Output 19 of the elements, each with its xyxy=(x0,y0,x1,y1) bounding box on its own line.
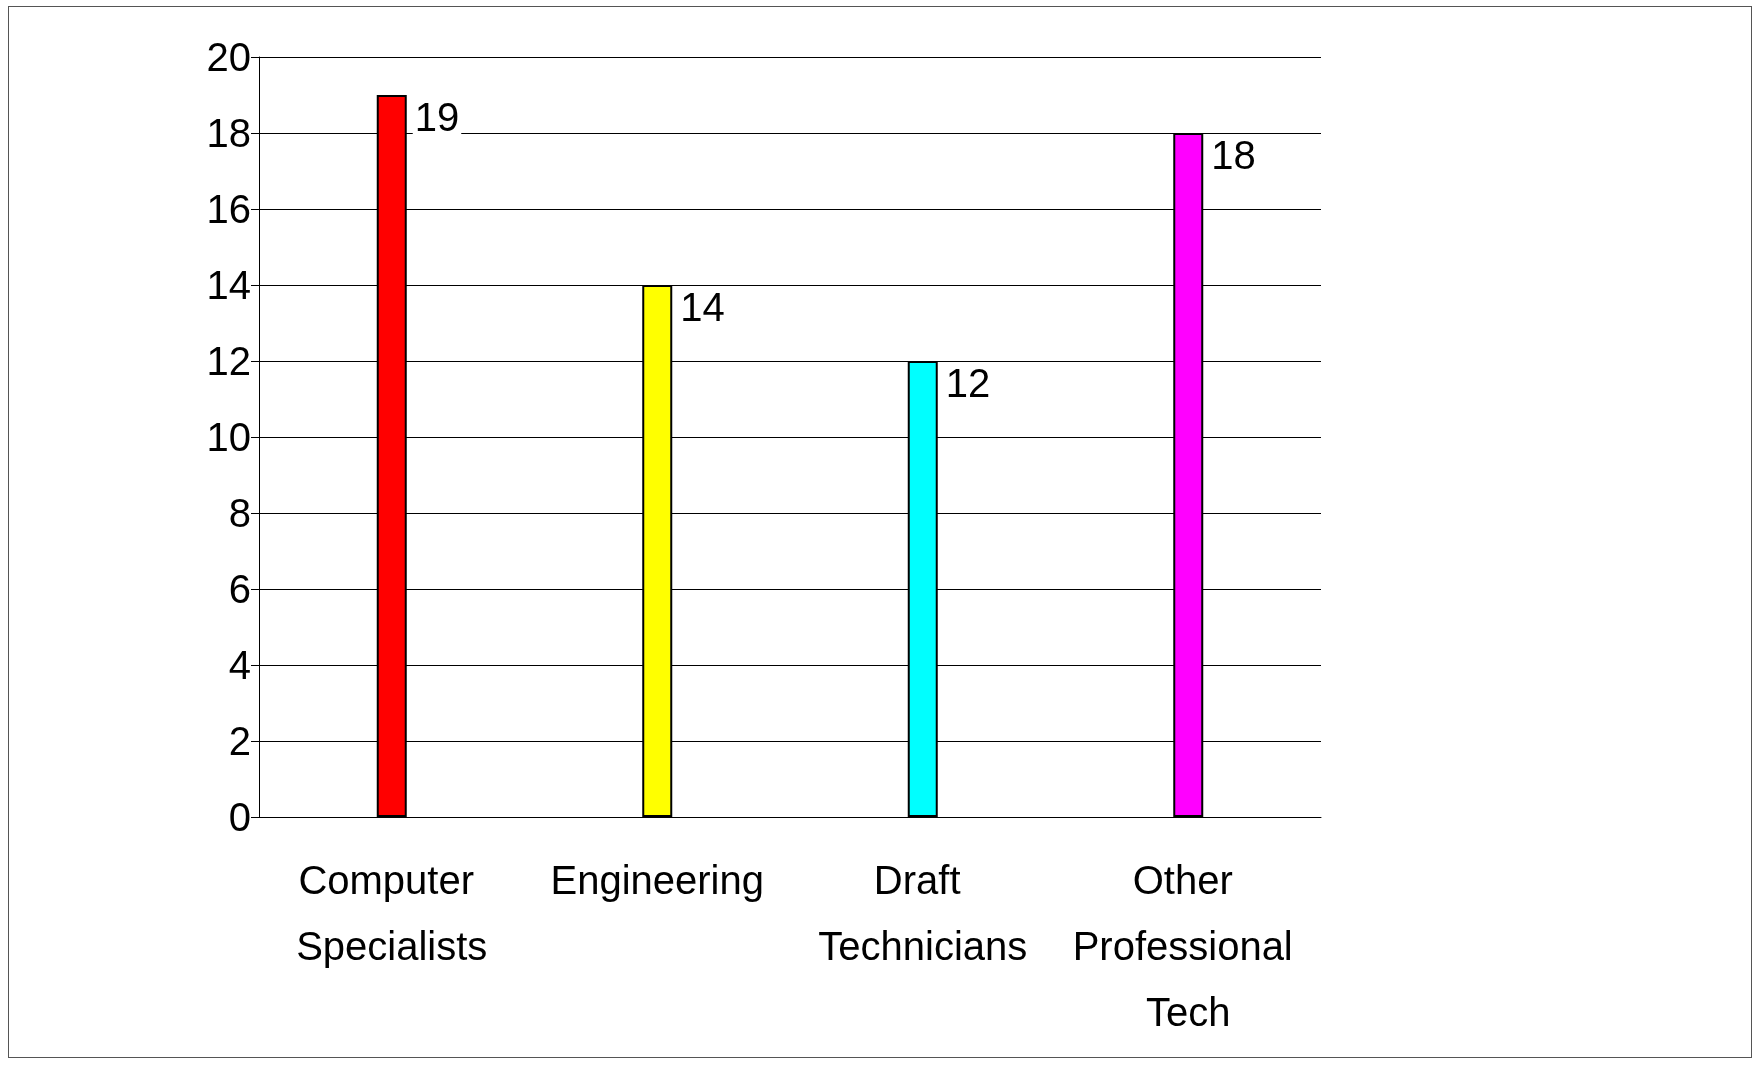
data-label: 19 xyxy=(414,95,460,139)
y-tick-label: 4 xyxy=(228,643,251,687)
x-tick-label: Other Professional Tech xyxy=(1072,858,1304,1034)
y-tick-label: 20 xyxy=(206,35,251,79)
y-tick-label: 16 xyxy=(206,187,251,231)
x-tick-label: Draft Technicians xyxy=(818,858,1028,968)
data-label: 18 xyxy=(1211,133,1256,177)
y-tick-label: 10 xyxy=(206,415,251,459)
data-label: 14 xyxy=(680,285,725,329)
x-tick-label: Engineering xyxy=(550,858,764,902)
y-tick-label: 2 xyxy=(228,719,251,763)
y-tick-label: 14 xyxy=(206,263,251,307)
y-tick-label: 8 xyxy=(228,491,251,535)
y-tick-label: 6 xyxy=(228,567,251,611)
y-tick-label: 12 xyxy=(206,339,251,383)
y-tick-label: 18 xyxy=(206,111,251,155)
y-tick-label: 0 xyxy=(228,795,251,839)
data-label: 12 xyxy=(945,361,991,405)
x-tick-label: Computer Specialists xyxy=(296,858,488,968)
